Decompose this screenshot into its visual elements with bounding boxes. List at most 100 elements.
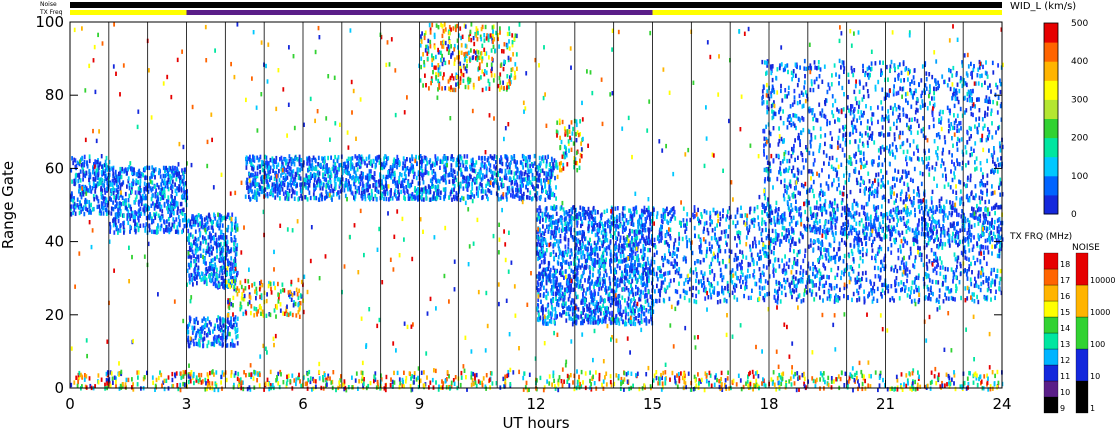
- echo-cell: [642, 290, 645, 295]
- echo-cell: [289, 166, 292, 171]
- echo-cell: [212, 219, 215, 225]
- echo-cell: [264, 193, 267, 198]
- echo-cell: [499, 30, 501, 35]
- echo-cell: [378, 160, 381, 165]
- echo-cell: [467, 195, 469, 200]
- echo-cell: [222, 247, 225, 253]
- echo-cell: [121, 182, 124, 187]
- echo-cell: [345, 178, 348, 183]
- echo-cell: [309, 172, 312, 177]
- echo-cell: [250, 161, 253, 166]
- echo-cell: [526, 159, 529, 164]
- echo-cell: [123, 230, 125, 235]
- echo-cell: [354, 190, 357, 196]
- echo-cell: [292, 169, 295, 174]
- echo-cell: [298, 288, 301, 293]
- echo-cell: [592, 248, 595, 253]
- echo-cell: [538, 165, 540, 171]
- echo-cell: [575, 313, 578, 319]
- echo-cell: [597, 301, 600, 307]
- echo-cell: [544, 240, 547, 245]
- echo-cell: [605, 257, 608, 262]
- echo-cell: [202, 248, 205, 253]
- echo-cell: [497, 32, 499, 38]
- echo-cell: [203, 217, 206, 222]
- echo-cell: [434, 175, 437, 181]
- echo-cell: [92, 182, 95, 187]
- echo-cell: [213, 212, 215, 217]
- echo-cell: [548, 224, 551, 229]
- echo-cell: [557, 243, 560, 249]
- echo-cell: [442, 187, 445, 192]
- echo-cell: [494, 166, 497, 171]
- echo-cell: [516, 182, 519, 187]
- echo-cell: [404, 168, 407, 173]
- echo-cell: [294, 301, 297, 307]
- echo-cell: [80, 162, 83, 168]
- echo-cell: [191, 234, 194, 239]
- echo-cell: [421, 172, 423, 178]
- echo-cell: [633, 229, 636, 235]
- echo-cell: [469, 164, 471, 170]
- echo-cell: [576, 270, 579, 276]
- echo-cell: [365, 182, 368, 188]
- echo-cell: [234, 252, 237, 257]
- echo-cell: [94, 189, 97, 194]
- echo-cell: [173, 173, 175, 178]
- echo-cell: [581, 273, 584, 279]
- echo-cell: [585, 265, 587, 270]
- echo-cell: [581, 263, 584, 268]
- echo-cell: [322, 172, 325, 178]
- echo-cell: [151, 165, 154, 170]
- echo-cell: [556, 268, 559, 274]
- echo-cell: [543, 253, 546, 258]
- echo-cell: [537, 256, 539, 262]
- echo-cell: [607, 223, 609, 229]
- echo-cell: [417, 192, 420, 198]
- echo-cell: [197, 236, 200, 242]
- echo-cell: [73, 196, 75, 201]
- echo-cell: [71, 191, 73, 196]
- echo-cell: [511, 188, 514, 193]
- echo-cell: [506, 197, 508, 202]
- echo-cell: [248, 285, 251, 290]
- echo-cell: [481, 56, 484, 61]
- echo-cell: [232, 269, 235, 274]
- echo-cell: [268, 280, 271, 286]
- echo-cell: [197, 213, 200, 218]
- echo-cell: [518, 170, 521, 176]
- echo-cell: [539, 219, 541, 224]
- echo-cell: [441, 33, 444, 39]
- echo-cell: [251, 166, 253, 171]
- echo-cell: [647, 240, 649, 245]
- echo-cell: [494, 48, 497, 53]
- echo-cell: [647, 247, 650, 253]
- echo-cell: [331, 197, 333, 202]
- echo-cell: [402, 166, 404, 171]
- echo-cell: [604, 259, 607, 265]
- echo-cell: [300, 193, 303, 198]
- echo-cell: [520, 170, 522, 175]
- echo-cell: [71, 156, 74, 161]
- echo-cell: [252, 178, 255, 183]
- echo-cell: [642, 223, 645, 228]
- echo-cell: [576, 214, 579, 219]
- echo-cell: [568, 288, 570, 293]
- echo-cell: [638, 307, 641, 312]
- echo-cell: [206, 343, 209, 349]
- echo-cell: [219, 250, 222, 256]
- echo-cell: [227, 283, 230, 288]
- echo-cell: [364, 196, 367, 202]
- echo-cell: [547, 313, 550, 318]
- echo-cell: [327, 155, 330, 161]
- echo-cell: [596, 282, 598, 287]
- echo-cell: [187, 228, 190, 234]
- echo-cell: [375, 158, 378, 163]
- echo-cell: [211, 266, 214, 272]
- echo-cell: [295, 287, 298, 292]
- echo-cell: [604, 319, 607, 324]
- echo-cell: [467, 80, 470, 85]
- echo-cell: [611, 310, 614, 316]
- echo-cell: [411, 196, 413, 201]
